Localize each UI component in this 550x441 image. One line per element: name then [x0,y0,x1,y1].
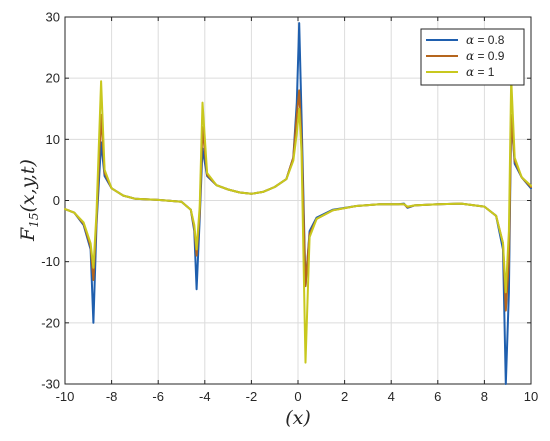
y-tick-label: -10 [41,254,60,269]
y-tick-label: -30 [41,377,60,392]
x-tick-label: -10 [56,389,75,404]
series-layer [64,22,532,385]
y-axis-ticks: -30 -20 -10 0 10 20 30 [41,10,531,392]
y-axis-label-subscript: 15 [27,213,41,228]
x-tick-label: -2 [246,389,258,404]
legend-label-1: α = 0.8 [466,33,505,47]
series-line-3 [64,77,532,364]
x-tick-label: 6 [434,389,441,404]
x-tick-label: 2 [341,389,348,404]
x-tick-label: 0 [294,389,301,404]
y-axis-label: F15(x,y,t) [17,159,41,242]
y-tick-label: 10 [46,132,60,147]
x-tick-label: 4 [388,389,395,404]
y-tick-label: 20 [46,71,60,86]
legend: α = 0.8 α = 0.9 α = 1 [420,28,525,86]
x-tick-label: -8 [106,389,118,404]
y-tick-label: -20 [41,315,60,330]
y-axis-label-main: F [17,227,39,242]
x-axis-label: (x) [285,407,311,429]
y-tick-label: 30 [46,10,60,25]
svg-text:F15(x,y,t): F15(x,y,t) [17,159,41,242]
x-tick-label: -6 [152,389,164,404]
x-axis-ticks: -10 -8 -6 -4 -2 0 2 4 6 8 10 [56,17,538,404]
y-axis-label-args: (x,y,t) [17,159,39,212]
x-tick-label: 10 [524,389,538,404]
y-tick-label: 0 [53,193,60,208]
legend-label-3: α = 1 [466,65,495,79]
legend-label-2: α = 0.9 [466,49,505,63]
x-tick-label: 8 [481,389,488,404]
x-tick-label: -4 [199,389,211,404]
